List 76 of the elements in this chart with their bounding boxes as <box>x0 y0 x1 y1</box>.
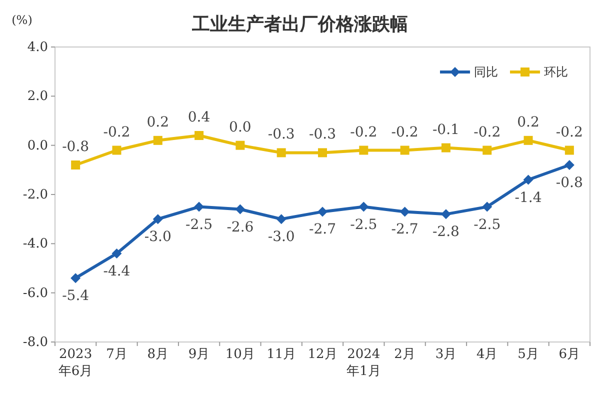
point <box>400 206 410 217</box>
data-label: -0.2 <box>103 124 130 140</box>
point <box>482 202 492 212</box>
point <box>482 146 492 155</box>
point <box>524 136 533 145</box>
point <box>441 143 450 152</box>
data-label: -2.7 <box>309 222 336 238</box>
data-label: -2.5 <box>186 216 213 233</box>
point <box>194 131 204 140</box>
data-label: -0.3 <box>309 126 336 143</box>
data-label: -2.7 <box>391 222 418 238</box>
data-label: 0.0 <box>229 119 252 136</box>
point <box>318 206 328 217</box>
y-tick-label: 0.0 <box>27 138 48 154</box>
point <box>564 160 574 170</box>
point <box>112 248 122 258</box>
data-label: -4.4 <box>103 264 130 280</box>
data-label: -0.8 <box>62 139 90 155</box>
x-tick-label: 10月 <box>224 346 256 363</box>
point <box>276 148 286 158</box>
point <box>194 202 204 212</box>
data-label: -0.8 <box>556 175 583 191</box>
point <box>564 146 574 155</box>
point <box>153 136 162 145</box>
data-label: 0.2 <box>517 114 540 130</box>
x-tick-label: 9月 <box>187 346 211 363</box>
point <box>358 202 369 212</box>
data-label: -0.2 <box>350 124 378 140</box>
y-axis-title: (%) <box>12 13 32 27</box>
data-label: -2.5 <box>474 216 501 233</box>
x-tick-label: 2023年6月 <box>57 346 94 380</box>
data-label: -1.4 <box>514 190 542 206</box>
x-tick-label: 4月 <box>475 346 499 363</box>
data-label: 0.2 <box>146 114 170 130</box>
data-label: -0.3 <box>268 126 295 143</box>
point <box>112 146 122 155</box>
y-tick-label: -2.0 <box>22 188 48 202</box>
data-label: -2.6 <box>226 219 254 236</box>
x-tick-label: 6月 <box>558 346 582 363</box>
y-tick-label: -8.0 <box>22 335 48 350</box>
point <box>70 273 81 284</box>
x-tick-label: 2024年1月 <box>346 346 382 380</box>
data-label: -0.1 <box>432 122 460 138</box>
data-label: -0.2 <box>556 124 583 140</box>
point <box>276 214 286 224</box>
point <box>152 214 163 224</box>
x-tick-label: 5月 <box>516 346 540 363</box>
data-label: -2.8 <box>432 224 460 240</box>
x-tick-label: 7月 <box>105 346 128 363</box>
data-label: -3.0 <box>268 229 295 246</box>
point <box>440 209 451 220</box>
data-label: -0.2 <box>474 124 501 140</box>
point <box>235 204 246 214</box>
point <box>318 148 327 158</box>
point <box>400 146 410 155</box>
data-label: -5.4 <box>62 288 90 304</box>
y-tick-label: -4.0 <box>22 236 48 252</box>
legend-label: 同比 <box>474 65 498 79</box>
point <box>359 146 368 155</box>
point <box>236 140 245 150</box>
x-tick-label: 8月 <box>146 346 170 363</box>
data-label: -2.5 <box>350 216 378 233</box>
x-tick-label: 3月 <box>434 346 458 363</box>
x-tick-label: 12月 <box>306 346 338 363</box>
chart-title: 工业生产者出厂价格涨跌幅 <box>191 14 408 35</box>
x-tick-label: 11月 <box>266 346 298 363</box>
x-tick-label: 2月 <box>393 346 416 363</box>
y-tick-label: 4.0 <box>27 40 48 55</box>
y-tick-label: -6.0 <box>22 286 48 301</box>
data-label: -3.0 <box>144 229 172 246</box>
y-tick-label: 2.0 <box>27 89 48 104</box>
legend-label: 环比 <box>544 65 568 79</box>
data-label: 0.4 <box>188 110 210 126</box>
point <box>71 160 80 170</box>
data-label: -0.2 <box>391 124 418 140</box>
point <box>523 174 534 185</box>
